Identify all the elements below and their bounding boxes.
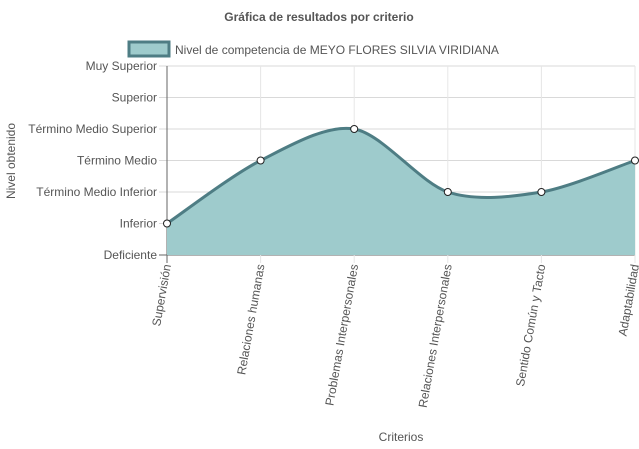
x-tick-label: Problemas Interpersonales: [322, 263, 361, 407]
legend-label[interactable]: Nivel de competencia de MEYO FLORES SILV…: [175, 43, 499, 57]
y-tick-label: Término Medio: [77, 154, 157, 168]
y-tick-label: Término Medio Superior: [28, 122, 157, 136]
x-axis-label: Criterios: [379, 430, 424, 444]
data-points[interactable]: [163, 125, 639, 228]
y-tick-label: Término Medio Inferior: [36, 185, 157, 199]
legend[interactable]: Nivel de competencia de MEYO FLORES SILV…: [127, 40, 499, 58]
data-point-2[interactable]: [350, 125, 359, 133]
y-tick-label: Muy Superior: [86, 59, 157, 73]
x-tick-label: Relaciones humanas: [234, 263, 267, 376]
data-point-4[interactable]: [537, 188, 546, 196]
y-tick-label: Deficiente: [104, 248, 158, 262]
data-point-5[interactable]: [631, 156, 639, 165]
data-point-3[interactable]: [443, 188, 452, 196]
x-tick-label: Relaciones Interpersonales: [416, 263, 455, 409]
series-line: [166, 126, 636, 225]
series-area-fill: [167, 128, 635, 255]
y-axis-label: Nivel obtenido: [4, 123, 18, 199]
x-tick-label: Adaptabilidad: [616, 263, 639, 337]
series-area: [166, 126, 636, 255]
x-axis-ticks: Supervisión Relaciones humanas Problemas I…: [149, 263, 639, 409]
y-tick-label: Superior: [112, 91, 157, 105]
x-tick-label: Sentido Común y Tacto: [513, 263, 548, 388]
y-tick-label: Inferior: [120, 217, 157, 231]
x-tick-label: Supervisión: [149, 263, 174, 327]
data-point-1[interactable]: [256, 156, 265, 165]
chart-title: Gráfica de resultados por criterio: [224, 10, 413, 24]
data-point-0[interactable]: [163, 219, 171, 228]
y-axis-ticks: Deficiente Inferior Término Medio Inferior…: [28, 59, 157, 262]
legend-swatch[interactable]: [127, 40, 171, 58]
